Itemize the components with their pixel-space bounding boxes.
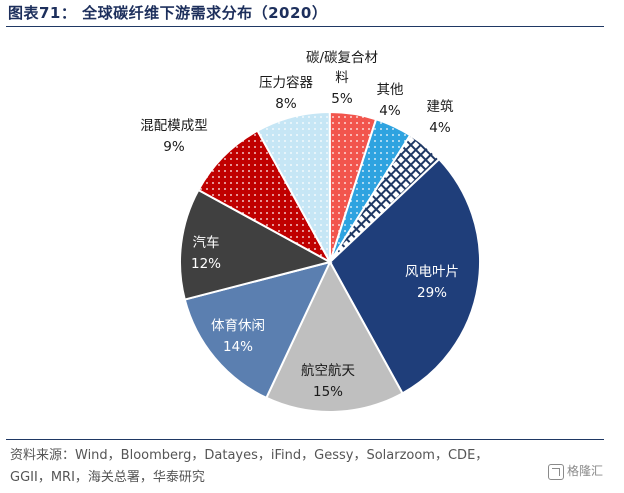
slice-label-other: 其他 4% bbox=[377, 82, 404, 119]
pie-chart: 风电叶片 29% 航空航天 15% 体育休闲 14% 汽车 12% 混配模成型 9% 压力容器 8%碳… bbox=[140, 49, 481, 413]
pie-slice-aerospace bbox=[265, 259, 404, 413]
slice-value-carbon-composite: 5% bbox=[331, 91, 353, 107]
watermark: 格隆汇 bbox=[548, 462, 603, 480]
source-divider bbox=[6, 439, 604, 440]
slice-value-molding: 9% bbox=[163, 139, 185, 155]
slice-label-automotive: 汽车 12% bbox=[191, 234, 221, 272]
pie-slice-pressure-vessel bbox=[256, 110, 331, 263]
slice-label-carbon-composite: 碳/碳复合材料 5% bbox=[306, 49, 378, 107]
chart-title: 图表71： 全球碳纤维下游需求分布（2020） bbox=[8, 4, 328, 22]
slice-value-automotive: 12% bbox=[191, 256, 221, 272]
watermark-text: 格隆汇 bbox=[567, 464, 604, 478]
slice-value-pressure-vessel: 8% bbox=[275, 96, 297, 112]
slice-value-construction: 4% bbox=[429, 120, 451, 136]
title-divider bbox=[6, 26, 604, 27]
source-note: 资料来源：Wind，Bloomberg，Datayes，iFind，Gessy，… bbox=[10, 445, 570, 489]
source-line-1: 资料来源：Wind，Bloomberg，Datayes，iFind，Gessy，… bbox=[10, 448, 489, 463]
pie-slice-automotive bbox=[179, 188, 333, 301]
slice-value-sports-leisure: 14% bbox=[223, 339, 253, 355]
slice-value-aerospace: 15% bbox=[313, 384, 343, 400]
pie-slice-molding bbox=[197, 129, 333, 265]
slice-label-aerospace: 航空航天 15% bbox=[301, 363, 355, 400]
pie-slice-sports-leisure bbox=[183, 260, 332, 400]
watermark-logo-icon bbox=[548, 463, 564, 480]
slice-value-other: 4% bbox=[379, 103, 401, 119]
slice-label-molding: 混配模成型 9% bbox=[140, 118, 208, 155]
slice-label-construction: 建筑 4% bbox=[427, 99, 454, 136]
pie-slice-wind-blade bbox=[328, 157, 481, 395]
slice-value-wind-blade: 29% bbox=[417, 285, 447, 301]
slice-label-sports-leisure: 体育休闲 14% bbox=[211, 318, 265, 355]
slice-label-wind-blade: 风电叶片 29% bbox=[405, 264, 459, 301]
slice-label-pressure-vessel: 压力容器 8% bbox=[259, 74, 313, 112]
source-line-2: GGII，MRI，海关总署，华泰研究 bbox=[10, 470, 205, 485]
